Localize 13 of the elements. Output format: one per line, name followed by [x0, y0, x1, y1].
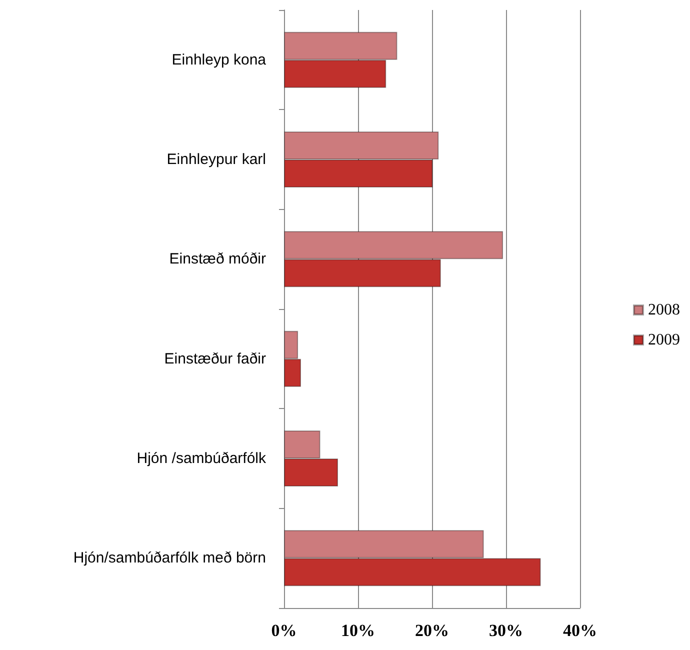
x-tick-label: 20% [415, 621, 449, 640]
x-tick-label: 10% [341, 621, 375, 640]
y-tick-label: Einhleypur karl [166, 151, 266, 168]
y-tick-label: Einstæð móðir [169, 250, 266, 268]
x-tick-label: 40% [563, 621, 597, 640]
x-tick-label: 30% [489, 621, 523, 640]
legend-label: 2009 [648, 332, 680, 348]
y-tick-label: Hjón/sambúðarfólk með börn [73, 550, 266, 567]
legend-label: 2008 [648, 302, 680, 318]
x-tick-label: 0% [271, 621, 297, 640]
y-tick-label: Hjón /sambúðarfólk [136, 450, 266, 467]
y-tick-label: Einstæður faðir [164, 350, 266, 368]
y-tick-label: Einhleyp kona [172, 51, 267, 68]
